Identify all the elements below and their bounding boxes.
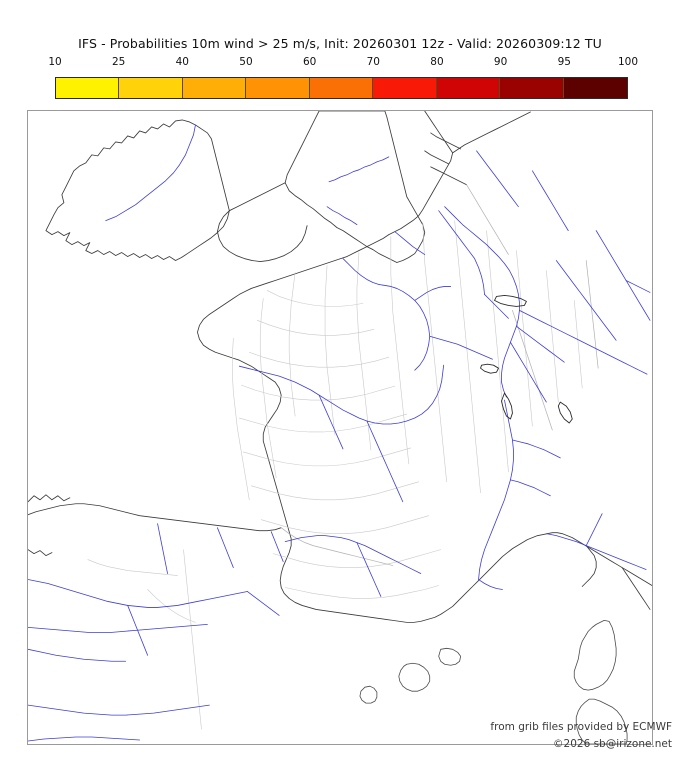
coastline-sardinia: [575, 698, 628, 744]
map-geography: [28, 111, 652, 744]
colorbar-tick-labels: 10 25 40 50 60 70 80 90 95 100: [48, 56, 638, 72]
colorbar-tick-25: 25: [111, 56, 126, 68]
attribution-copyright: ©2026 sb@irizone.net: [553, 737, 672, 750]
colorbar-band-80-90: [436, 78, 501, 98]
colorbar-band-50-60: [246, 78, 310, 98]
colorbar-band-60-70: [309, 78, 374, 98]
coastline-balearics: [359, 647, 462, 704]
colorbar-band-25-40: [119, 78, 183, 98]
page-title: IFS - Probabilities 10m wind > 25 m/s, I…: [78, 36, 602, 51]
coastline-france: [197, 234, 548, 623]
colorbar-band-10-25: [56, 78, 120, 98]
coastline-spain: [28, 494, 282, 557]
colorbar-legend: 10 25 40 50 60 70 80 90 95 100: [48, 56, 638, 99]
attribution-source: from grib files provided by ECMWF: [490, 721, 672, 734]
coastline-ireland: [45, 119, 230, 261]
colorbar-tick-95: 95: [557, 56, 571, 68]
colorbar-tick-50: 50: [239, 56, 253, 68]
colorbar-band-90-95: [500, 78, 564, 98]
colorbar-band-95-100: [563, 78, 627, 98]
map-frame[interactable]: [27, 110, 653, 745]
rivers: [28, 150, 651, 742]
colorbar-tick-90: 90: [493, 56, 508, 68]
coastline-great-britain: [216, 111, 426, 263]
national-borders: [87, 184, 599, 730]
colorbar-tick-40: 40: [175, 56, 189, 68]
coastline-corsica: [573, 619, 617, 691]
colorbar-tick-70: 70: [366, 56, 380, 68]
colorbar-band-70-80: [373, 78, 437, 98]
colorbar-tick-60: 60: [302, 56, 317, 68]
coastline-italy: [546, 532, 652, 610]
colorbar-bands: [55, 77, 628, 99]
colorbar-band-40-50: [182, 78, 247, 98]
colorbar-tick-80: 80: [430, 56, 444, 68]
lakes: [480, 294, 573, 424]
colorbar-tick-10: 10: [48, 56, 62, 68]
coastline-low-countries: [388, 111, 531, 236]
colorbar-tick-100: 100: [617, 56, 639, 68]
attribution: from grib files provided by ECMWF ©2026 …: [490, 719, 672, 752]
admin-borders-france: [232, 220, 583, 599]
